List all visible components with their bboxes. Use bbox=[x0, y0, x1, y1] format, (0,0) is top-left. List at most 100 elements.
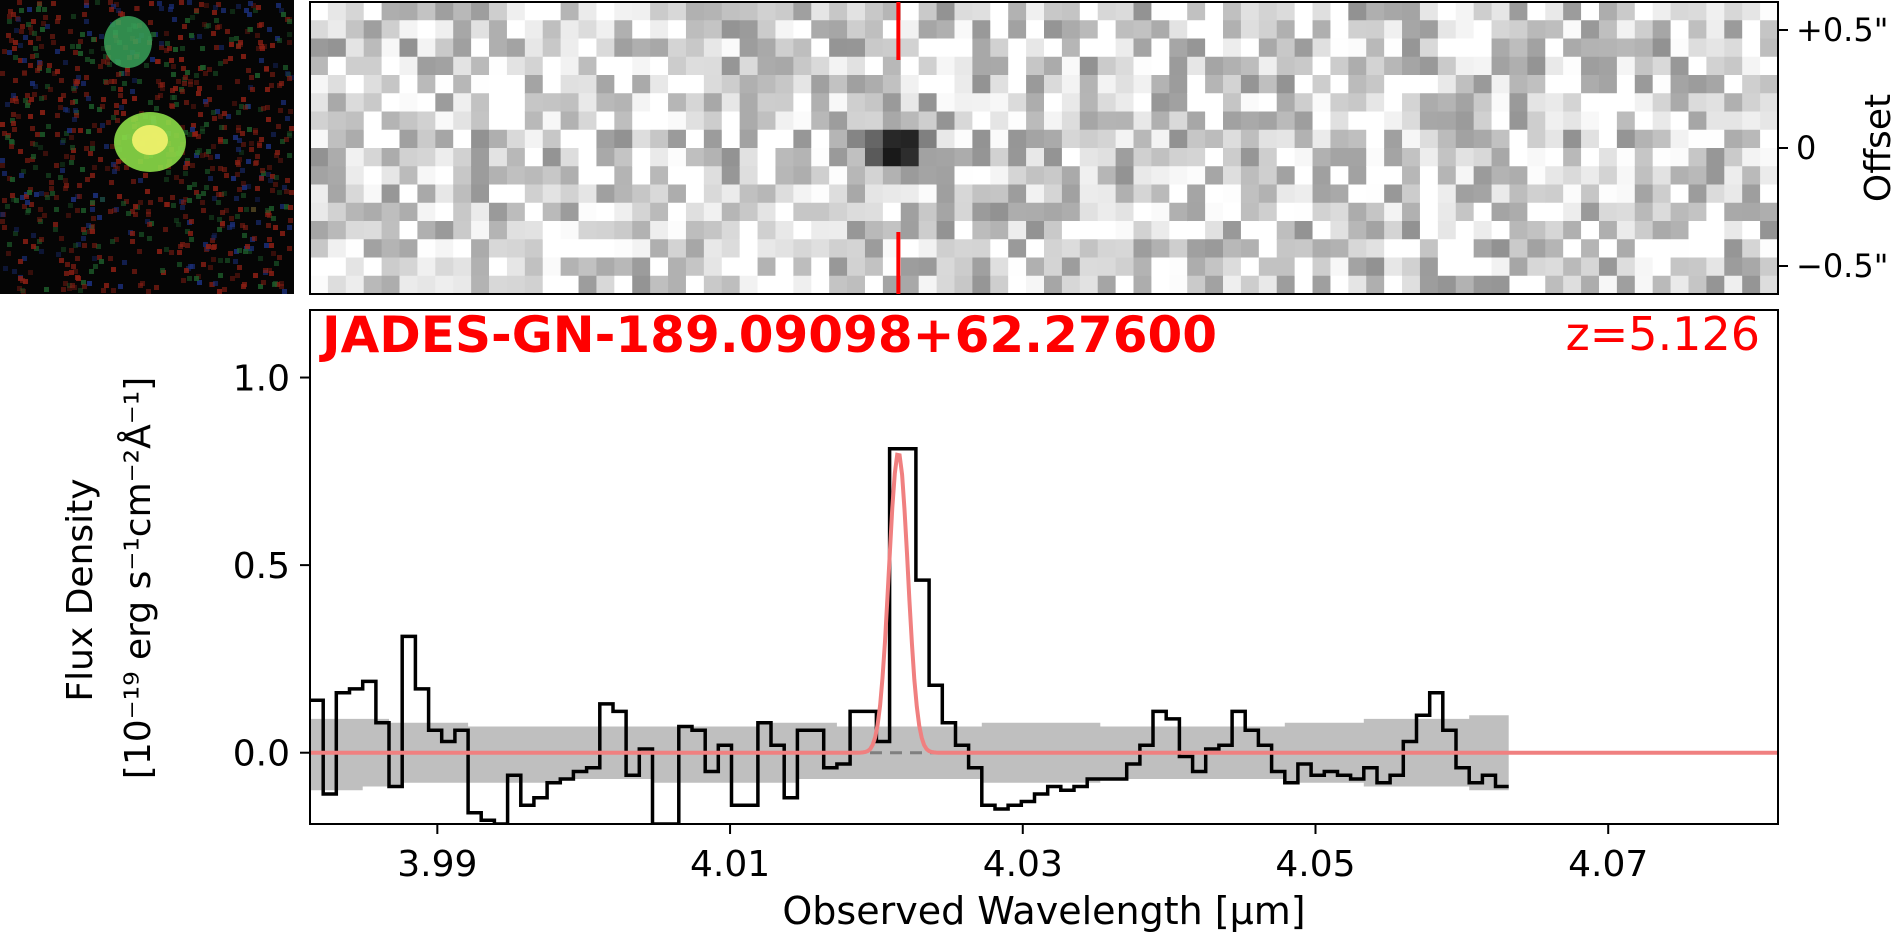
spectrum-2d-pixel bbox=[1044, 221, 1063, 240]
spectrum-2d-pixel bbox=[1760, 75, 1779, 94]
thumbnail-noise-pixel bbox=[160, 86, 165, 91]
thumbnail-noise-pixel bbox=[78, 39, 83, 44]
spectrum-2d-pixel bbox=[1545, 166, 1564, 186]
spectrum-2d-pixel bbox=[1706, 148, 1725, 167]
spectrum-2d-pixel bbox=[489, 239, 508, 259]
spectrum-2d-pixel bbox=[900, 111, 920, 131]
spectrum-2d-pixel bbox=[614, 184, 633, 204]
thumbnail-noise-pixel bbox=[29, 30, 34, 35]
spectrum-2d-pixel bbox=[542, 93, 562, 113]
spectrum-2d-pixel bbox=[1419, 20, 1439, 40]
spectrum-2d-pixel bbox=[1742, 148, 1761, 167]
spectrum-2d-pixel bbox=[703, 20, 723, 40]
thumbnail-noise-pixel bbox=[173, 86, 178, 91]
spectrum-2d-pixel bbox=[1044, 111, 1063, 131]
spectrum-2d-pixel bbox=[811, 111, 830, 131]
thumbnail-noise-pixel bbox=[84, 3, 89, 8]
thumbnail-noise-pixel bbox=[73, 50, 78, 55]
thumbnail-noise-pixel bbox=[44, 287, 49, 292]
spectrum-2d-pixel bbox=[578, 75, 598, 94]
spectrum-2d-pixel bbox=[1598, 93, 1618, 113]
spectrum-2d-pixel bbox=[1455, 111, 1475, 131]
spectrum-2d-pixel bbox=[954, 38, 973, 58]
spectrum-2d-pixel bbox=[1527, 129, 1546, 149]
spectrum-2d-pixel bbox=[918, 257, 938, 277]
spectrum-2d-pixel bbox=[1437, 239, 1457, 259]
spectrum-2d-pixel bbox=[1760, 221, 1779, 240]
spectrum-2d-pixel bbox=[1097, 184, 1117, 204]
spectrum-2d-pixel bbox=[506, 75, 526, 94]
thumbnail-noise-pixel bbox=[101, 46, 106, 51]
spectrum-2d-pixel bbox=[1473, 148, 1493, 167]
spectrum-2d-pixel bbox=[1527, 38, 1546, 58]
spectrum-2d-pixel bbox=[1402, 2, 1421, 21]
spectrum-2d-pixel bbox=[990, 129, 1009, 149]
thumbnail-noise-pixel bbox=[43, 151, 48, 156]
spectrum-2d-pixel bbox=[1312, 221, 1332, 240]
spectrum-2d-pixel bbox=[1294, 38, 1314, 58]
thumbnail-noise-pixel bbox=[148, 200, 153, 205]
thumbnail-noise-pixel bbox=[130, 231, 135, 236]
spectrum-2d-pixel bbox=[954, 75, 973, 94]
spectrum-2d-pixel bbox=[900, 257, 920, 277]
spectrum-2d-pixel bbox=[1044, 20, 1063, 40]
spectrum-2d-pixel bbox=[954, 56, 973, 76]
spectrum-2d-pixel bbox=[471, 221, 490, 240]
thumbnail-noise-pixel bbox=[188, 82, 193, 87]
thumbnail-noise-pixel bbox=[176, 79, 181, 84]
spectrum-2d-pixel bbox=[793, 38, 812, 58]
spectrum-2d-pixel bbox=[596, 202, 615, 222]
spectrum-2d-pixel bbox=[1169, 20, 1188, 40]
thumbnail-noise-pixel bbox=[121, 201, 126, 206]
spectrum-2d-pixel bbox=[685, 257, 705, 277]
spectrum-2d-pixel bbox=[1455, 148, 1475, 167]
spectrum-2d-pixel bbox=[1563, 111, 1582, 131]
spectrum-2d-pixel bbox=[542, 20, 562, 40]
spectrum-2d-pixel bbox=[1760, 2, 1779, 21]
thumbnail-noise-pixel bbox=[90, 59, 95, 64]
spectrum-2d-pixel bbox=[954, 148, 973, 167]
x-axis-label: Observed Wavelength [µm] bbox=[782, 889, 1305, 933]
spectrum-2d-pixel bbox=[1742, 166, 1761, 186]
spectrum-2d-pixel bbox=[1688, 2, 1707, 21]
spectrum-2d-pixel bbox=[990, 148, 1009, 167]
thumbnail-noise-pixel bbox=[59, 78, 64, 83]
spectrum-2d-pixel bbox=[1008, 221, 1027, 240]
spectrum-2d-pixel bbox=[381, 202, 401, 222]
spectrum-2d-pixel bbox=[1491, 148, 1511, 167]
spectrum-2d-pixel bbox=[847, 184, 866, 204]
thumbnail-noise-pixel bbox=[38, 207, 43, 212]
spectrum-2d-pixel bbox=[811, 20, 830, 40]
spectrum-2d-pixel bbox=[1151, 2, 1170, 21]
spectrum-2d-pixel bbox=[1169, 148, 1188, 167]
thumbnail-noise-pixel bbox=[38, 145, 43, 150]
spectrum-2d-pixel bbox=[1527, 75, 1546, 94]
thumbnail-noise-pixel bbox=[18, 43, 23, 48]
thumbnail-noise-pixel bbox=[87, 31, 92, 36]
thumbnail-noise-pixel bbox=[38, 219, 43, 224]
spectrum-2d-pixel bbox=[1634, 93, 1654, 113]
spectrum-2d-pixel bbox=[1133, 148, 1153, 167]
thumbnail-noise-pixel bbox=[150, 57, 155, 62]
spectrum-2d-pixel bbox=[918, 20, 938, 40]
thumbnail-noise-pixel bbox=[89, 269, 94, 274]
spectrum-2d-pixel bbox=[1115, 184, 1135, 204]
spectrum-2d-pixel bbox=[632, 56, 651, 76]
spectrum-2d-pixel bbox=[864, 2, 884, 21]
spectrum-2d-pixel bbox=[632, 202, 651, 222]
spectrum-2d-pixel bbox=[1616, 2, 1636, 21]
thumbnail-noise-pixel bbox=[14, 28, 19, 33]
spectrum-2d-pixel bbox=[1079, 93, 1099, 113]
thumbnail-noise-pixel bbox=[169, 58, 174, 63]
spectrum-2d-pixel bbox=[1026, 20, 1045, 40]
spectrum-2d-pixel bbox=[936, 221, 956, 240]
spectrum-2d-pixel bbox=[703, 111, 723, 131]
spectrum-2d-pixel bbox=[381, 56, 401, 76]
spectrum-2d-pixel bbox=[1366, 275, 1385, 295]
spectrum-2d-pixel bbox=[829, 239, 848, 259]
thumbnail-noise-pixel bbox=[194, 8, 199, 13]
spectrum-2d-pixel bbox=[685, 221, 705, 240]
thumbnail-noise-pixel bbox=[18, 149, 23, 154]
spectrum-2d-pixel bbox=[435, 221, 454, 240]
